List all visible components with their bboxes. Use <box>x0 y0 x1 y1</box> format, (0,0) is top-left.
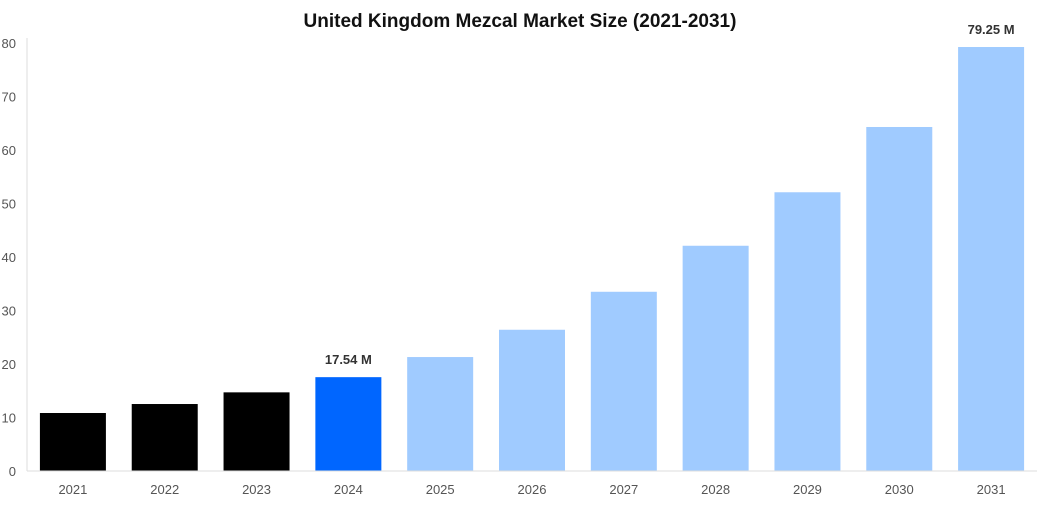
bars <box>39 47 1025 472</box>
x-tick-label: 2029 <box>793 482 822 497</box>
y-tick-label: 30 <box>2 304 16 319</box>
chart-title: United Kingdom Mezcal Market Size (2021-… <box>304 11 737 32</box>
data-label: 79.25 M <box>968 22 1015 37</box>
y-tick-label: 10 <box>2 411 16 426</box>
bar-2025 <box>407 357 474 471</box>
bar-2030 <box>866 126 933 472</box>
x-tick-label: 2023 <box>242 482 271 497</box>
x-axis: 2021 2022 2023 2024 2025 2026 2027 2028 2029 2030… <box>27 470 1037 497</box>
bar-2031 <box>958 47 1025 471</box>
bar-2024 <box>315 377 382 471</box>
y-tick-label: 0 <box>9 464 16 479</box>
bar-2028 <box>682 245 749 471</box>
x-tick-label: 2022 <box>150 482 179 497</box>
y-axis: 0 10 20 30 40 50 60 70 80 <box>2 36 28 479</box>
x-tick-label: 2028 <box>701 482 730 497</box>
x-tick-label: 2021 <box>58 482 87 497</box>
bar-2027 <box>590 291 657 471</box>
y-tick-label: 20 <box>2 357 16 372</box>
x-tick-label: 2024 <box>334 482 363 497</box>
y-tick-label: 80 <box>2 36 16 51</box>
data-labels: 17.54 M 79.25 M <box>325 22 1015 367</box>
y-tick-label: 70 <box>2 90 16 105</box>
x-tick-label: 2031 <box>977 482 1006 497</box>
x-tick-label: 2026 <box>518 482 547 497</box>
x-tick-label: 2030 <box>885 482 914 497</box>
data-label: 17.54 M <box>325 352 372 367</box>
x-tick-label: 2027 <box>609 482 638 497</box>
y-tick-label: 50 <box>2 197 16 212</box>
y-tick-label: 40 <box>2 250 16 265</box>
x-tick-label: 2025 <box>426 482 455 497</box>
bar-2023 <box>223 392 290 471</box>
bar-2022 <box>131 404 198 471</box>
y-tick-label: 60 <box>2 143 16 158</box>
bar-2029 <box>774 192 841 471</box>
bar-2021 <box>39 413 106 471</box>
bar-2026 <box>499 329 565 471</box>
